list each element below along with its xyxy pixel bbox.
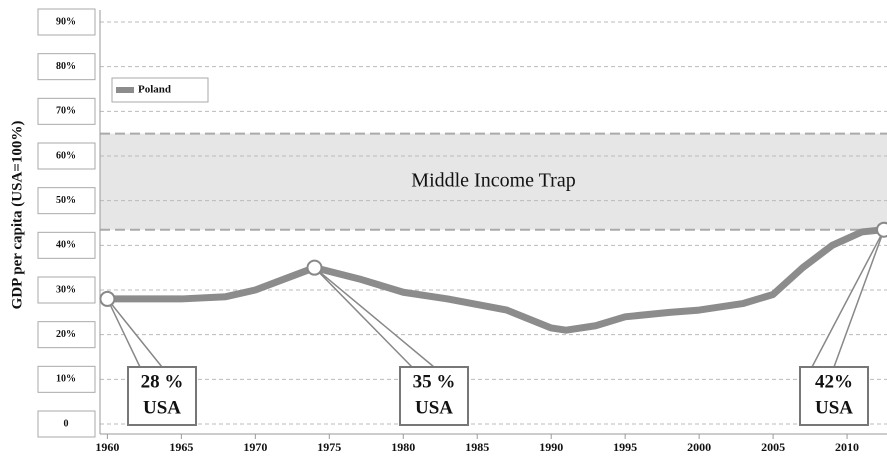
x-tick-label: 1970 bbox=[243, 440, 267, 454]
y-tick-label: 60% bbox=[56, 150, 76, 161]
annotation-text: USA bbox=[815, 397, 853, 418]
x-tick-label: 1965 bbox=[169, 440, 193, 454]
callout-pointer bbox=[106, 298, 163, 368]
y-tick-box bbox=[37, 53, 96, 81]
y-tick-label: 30% bbox=[56, 284, 76, 295]
line bbox=[103, 226, 887, 334]
x-tick-label: 1980 bbox=[391, 440, 415, 454]
y-tick-box bbox=[37, 187, 96, 215]
annotation-text: USA bbox=[143, 397, 181, 418]
annotation-text: USA bbox=[415, 397, 453, 418]
y-tick-label: 80% bbox=[56, 61, 76, 72]
y-axis-label: GDP per capita (USA=100%) bbox=[9, 121, 25, 310]
annotation-text: 28 % bbox=[141, 371, 184, 392]
y-tick-label: 70% bbox=[56, 106, 76, 117]
y-tick-box bbox=[37, 97, 96, 125]
x-tick-label: 1990 bbox=[539, 440, 563, 454]
y-tick-label: 50% bbox=[56, 195, 76, 206]
x-tick-label: 1975 bbox=[317, 440, 341, 454]
band bbox=[100, 133, 887, 230]
annotation-text: 42% bbox=[815, 371, 853, 392]
x-tick-label: 2010 bbox=[835, 440, 859, 454]
y-tick-box bbox=[37, 365, 96, 393]
callout-box bbox=[127, 366, 197, 426]
y-tick-box bbox=[37, 321, 96, 349]
y-tick-box bbox=[37, 231, 96, 259]
x-tick-label: 1985 bbox=[465, 440, 489, 454]
x-tick-label: 1995 bbox=[613, 440, 637, 454]
point-marker bbox=[876, 221, 887, 238]
point-marker bbox=[99, 290, 116, 307]
point-marker bbox=[306, 259, 323, 276]
x-tick-label: 1960 bbox=[95, 440, 119, 454]
callout-box bbox=[399, 366, 469, 426]
legend-label: Poland bbox=[138, 84, 171, 96]
callout-box bbox=[799, 366, 869, 426]
x-tick-label: 2000 bbox=[687, 440, 711, 454]
annotation-text: 35 % bbox=[413, 371, 456, 392]
y-tick-box bbox=[37, 276, 96, 304]
y-tick-box bbox=[37, 410, 96, 438]
band-label: Middle Income Trap bbox=[411, 169, 575, 191]
y-tick-label: 20% bbox=[56, 329, 76, 340]
y-tick-label: 0 bbox=[64, 418, 69, 429]
y-tick-box bbox=[37, 8, 96, 36]
x-tick-label: 2005 bbox=[761, 440, 785, 454]
y-tick-label: 10% bbox=[56, 374, 76, 385]
y-tick-label: 40% bbox=[56, 240, 76, 251]
y-tick-box bbox=[37, 142, 96, 170]
y-tick-label: 90% bbox=[56, 16, 76, 27]
